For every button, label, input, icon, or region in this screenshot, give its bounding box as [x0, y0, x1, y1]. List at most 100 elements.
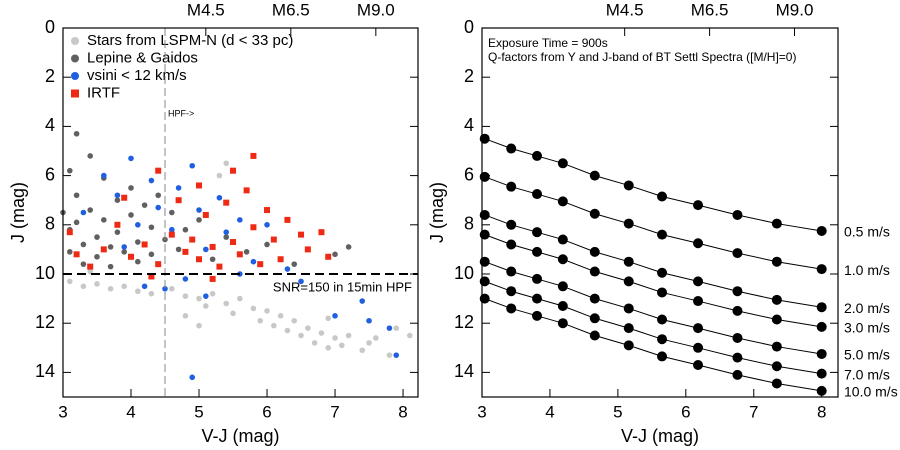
point: [291, 261, 298, 267]
x-tick-label: 4: [545, 402, 554, 421]
point: [366, 317, 372, 324]
point: [284, 327, 291, 334]
point: [339, 342, 345, 349]
annotation: Q-factors from Y and J-band of BT Settl …: [488, 50, 796, 64]
plot-area: [60, 130, 413, 381]
point: [393, 325, 400, 331]
point: [155, 204, 162, 211]
point: [304, 246, 311, 253]
point: [250, 224, 257, 231]
point: [216, 263, 223, 270]
point: [345, 244, 352, 250]
point: [66, 229, 73, 236]
point: [277, 313, 284, 319]
point: [209, 275, 216, 282]
point: [623, 340, 634, 351]
point: [373, 335, 379, 341]
y-tick-label: 2: [464, 66, 474, 86]
point: [94, 253, 100, 260]
point: [271, 322, 277, 329]
point: [148, 224, 155, 231]
point: [816, 385, 827, 396]
point: [284, 266, 291, 272]
point: [332, 251, 338, 258]
point: [816, 348, 827, 359]
point: [230, 167, 237, 174]
point: [393, 352, 400, 358]
y-tick-label: 8: [45, 214, 55, 234]
plot-frame: [481, 27, 839, 398]
point: [80, 241, 87, 248]
point: [771, 361, 782, 372]
y-tick-label: 14: [454, 361, 474, 381]
plot-frame: [62, 27, 419, 398]
point: [182, 293, 189, 299]
point: [196, 256, 203, 263]
point: [557, 196, 568, 207]
point: [693, 276, 704, 287]
point: [771, 294, 782, 305]
point: [230, 310, 236, 317]
point: [196, 182, 203, 189]
point: [318, 330, 325, 336]
point: [657, 191, 668, 202]
point: [236, 251, 243, 258]
series-label: 7.0 m/s: [844, 366, 890, 382]
x-axis-label: V-J (mag): [621, 426, 699, 446]
point: [506, 266, 517, 277]
point: [479, 293, 490, 304]
x2-tick-label: M6.5: [272, 0, 310, 19]
point: [816, 368, 827, 379]
point: [557, 254, 568, 265]
x-tick-label: 7: [330, 402, 339, 421]
point: [506, 143, 517, 154]
point: [532, 189, 543, 200]
point: [209, 256, 216, 263]
x-tick-label: 7: [749, 402, 758, 421]
point: [325, 345, 332, 351]
point: [589, 313, 600, 324]
point: [771, 378, 782, 389]
point: [67, 278, 73, 285]
point: [589, 170, 600, 181]
point: [298, 231, 305, 238]
point: [87, 153, 94, 159]
y-tick-label: 10: [454, 263, 474, 283]
point: [175, 197, 182, 204]
point: [264, 241, 270, 248]
point: [162, 285, 168, 292]
point: [506, 286, 517, 297]
point: [325, 253, 332, 260]
point: [196, 295, 202, 302]
point: [202, 211, 209, 218]
x-tick-label: 8: [817, 402, 826, 421]
point: [816, 225, 827, 236]
point: [203, 293, 209, 299]
point: [366, 340, 372, 346]
point: [67, 249, 73, 255]
point: [277, 256, 284, 263]
point: [693, 342, 704, 353]
point: [250, 305, 257, 312]
point: [318, 229, 325, 236]
point: [732, 305, 743, 316]
point: [693, 360, 704, 371]
point: [80, 209, 87, 216]
point: [532, 273, 543, 284]
point: [121, 283, 128, 290]
point: [407, 332, 413, 339]
point: [209, 243, 216, 250]
series-label: 1.0 m/s: [844, 262, 890, 278]
point: [771, 314, 782, 325]
point: [623, 276, 634, 287]
y-tick-label: 14: [35, 361, 55, 381]
point: [264, 308, 270, 314]
point: [657, 267, 668, 278]
point: [479, 229, 490, 240]
point: [223, 160, 230, 167]
y-axis-label: J (mag): [8, 182, 28, 243]
point: [94, 281, 100, 287]
point: [291, 317, 298, 324]
point: [148, 273, 155, 280]
